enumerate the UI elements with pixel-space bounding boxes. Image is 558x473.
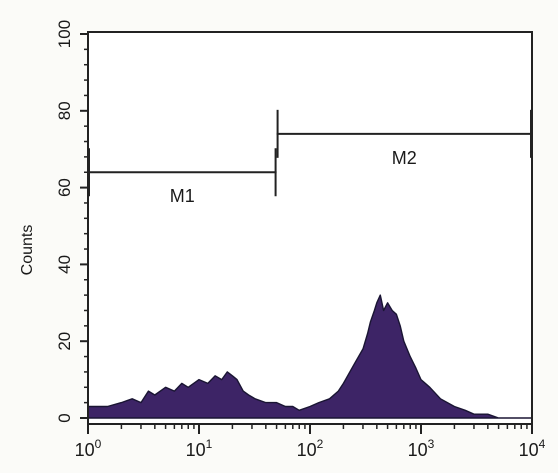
x-tick-label: 104 <box>519 437 546 460</box>
plot-background <box>88 32 532 424</box>
y-tick-label: 20 <box>55 332 74 351</box>
y-tick-label: 80 <box>55 101 74 120</box>
y-tick-label: 100 <box>55 20 74 48</box>
x-tick-label: 100 <box>75 437 102 460</box>
x-tick-label: 103 <box>408 437 435 460</box>
y-tick-label: 60 <box>55 178 74 197</box>
x-tick-label: 102 <box>297 437 324 460</box>
marker-label: M1 <box>170 186 195 206</box>
y-tick-label: 40 <box>55 255 74 274</box>
y-axis-label: Counts <box>19 225 36 276</box>
marker-label: M2 <box>392 148 417 168</box>
y-tick-label: 0 <box>55 413 74 422</box>
x-tick-label: 101 <box>186 437 213 460</box>
